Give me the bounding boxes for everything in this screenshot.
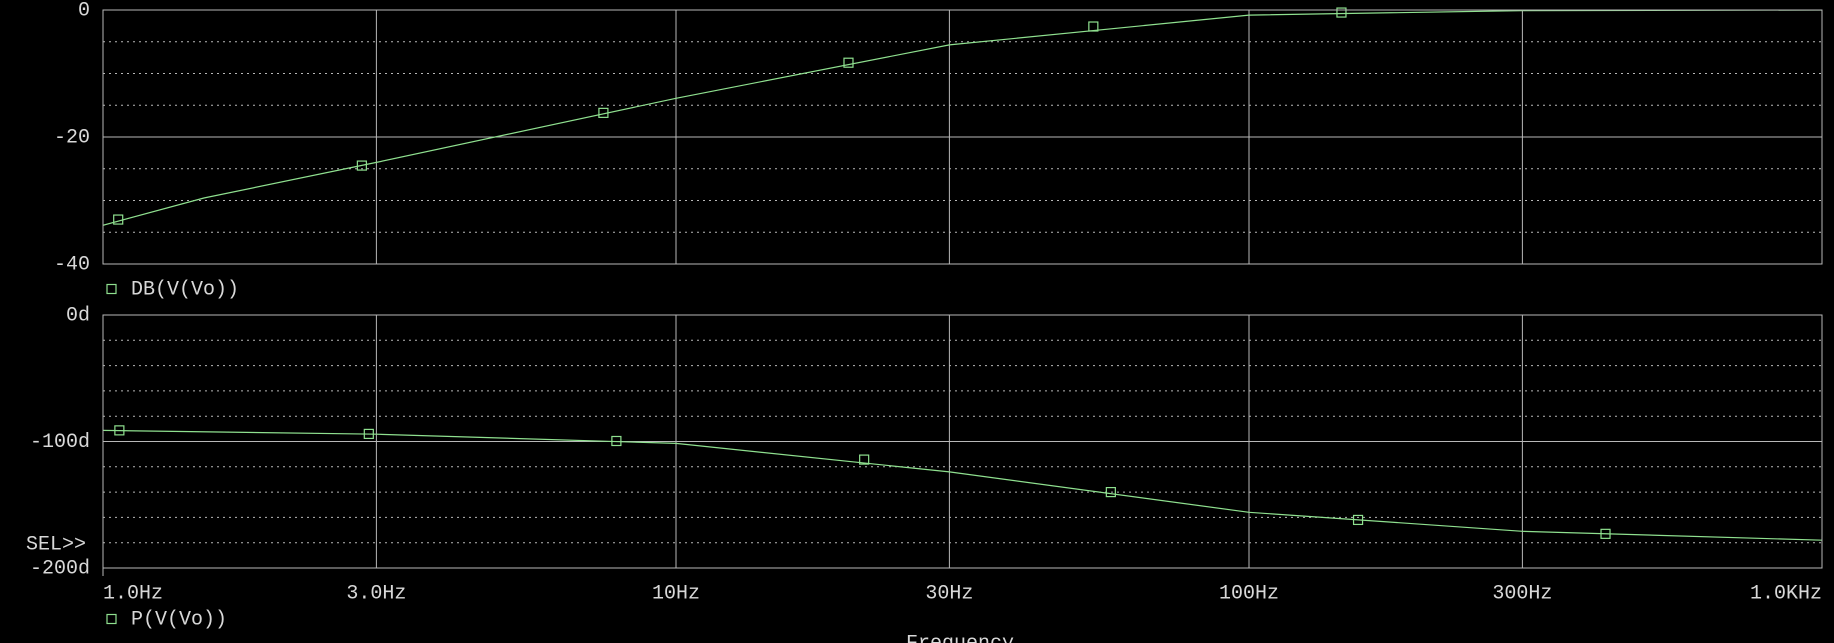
legend-marker bbox=[106, 283, 117, 295]
trace-marker bbox=[598, 107, 609, 118]
y-tick-label: -100d bbox=[30, 431, 90, 454]
trace-marker bbox=[1600, 528, 1611, 539]
trace-marker bbox=[611, 435, 622, 447]
trace bbox=[103, 10, 1822, 226]
x-tick-label: 1.0Hz bbox=[103, 582, 163, 605]
y-tick-label: -20 bbox=[54, 126, 90, 149]
annotation: SEL>> bbox=[26, 533, 86, 556]
y-tick-label: -200d bbox=[30, 557, 90, 580]
trace-marker bbox=[1336, 7, 1347, 18]
x-tick-label: 10Hz bbox=[652, 582, 700, 605]
trace-marker bbox=[843, 57, 854, 68]
trace-marker bbox=[113, 214, 124, 225]
trace-marker bbox=[1088, 21, 1099, 32]
legend-label: P(V(Vo)) bbox=[131, 608, 227, 631]
trace-marker bbox=[363, 428, 374, 440]
y-tick-label: 0 bbox=[78, 0, 90, 22]
plot-frame bbox=[102, 9, 1823, 265]
x-tick-label: 300Hz bbox=[1492, 582, 1552, 605]
legend-label: DB(V(Vo)) bbox=[131, 278, 239, 301]
y-tick-label: -40 bbox=[54, 253, 90, 276]
trace-marker bbox=[114, 425, 125, 436]
x-axis-label: Frequency bbox=[906, 632, 1014, 643]
legend-marker bbox=[106, 613, 117, 625]
trace-marker bbox=[859, 454, 870, 465]
plot-frame bbox=[102, 314, 1823, 569]
trace-marker bbox=[1352, 514, 1364, 526]
trace bbox=[103, 429, 1822, 541]
y-tick-label: 0d bbox=[66, 304, 90, 327]
x-tick-label: 30Hz bbox=[925, 582, 973, 605]
trace-marker bbox=[1105, 487, 1116, 498]
x-tick-label: 3.0Hz bbox=[346, 582, 406, 605]
x-tick-label: 1.0KHz bbox=[1750, 582, 1822, 605]
x-tick-label: 100Hz bbox=[1219, 582, 1279, 605]
trace-marker bbox=[356, 160, 367, 171]
